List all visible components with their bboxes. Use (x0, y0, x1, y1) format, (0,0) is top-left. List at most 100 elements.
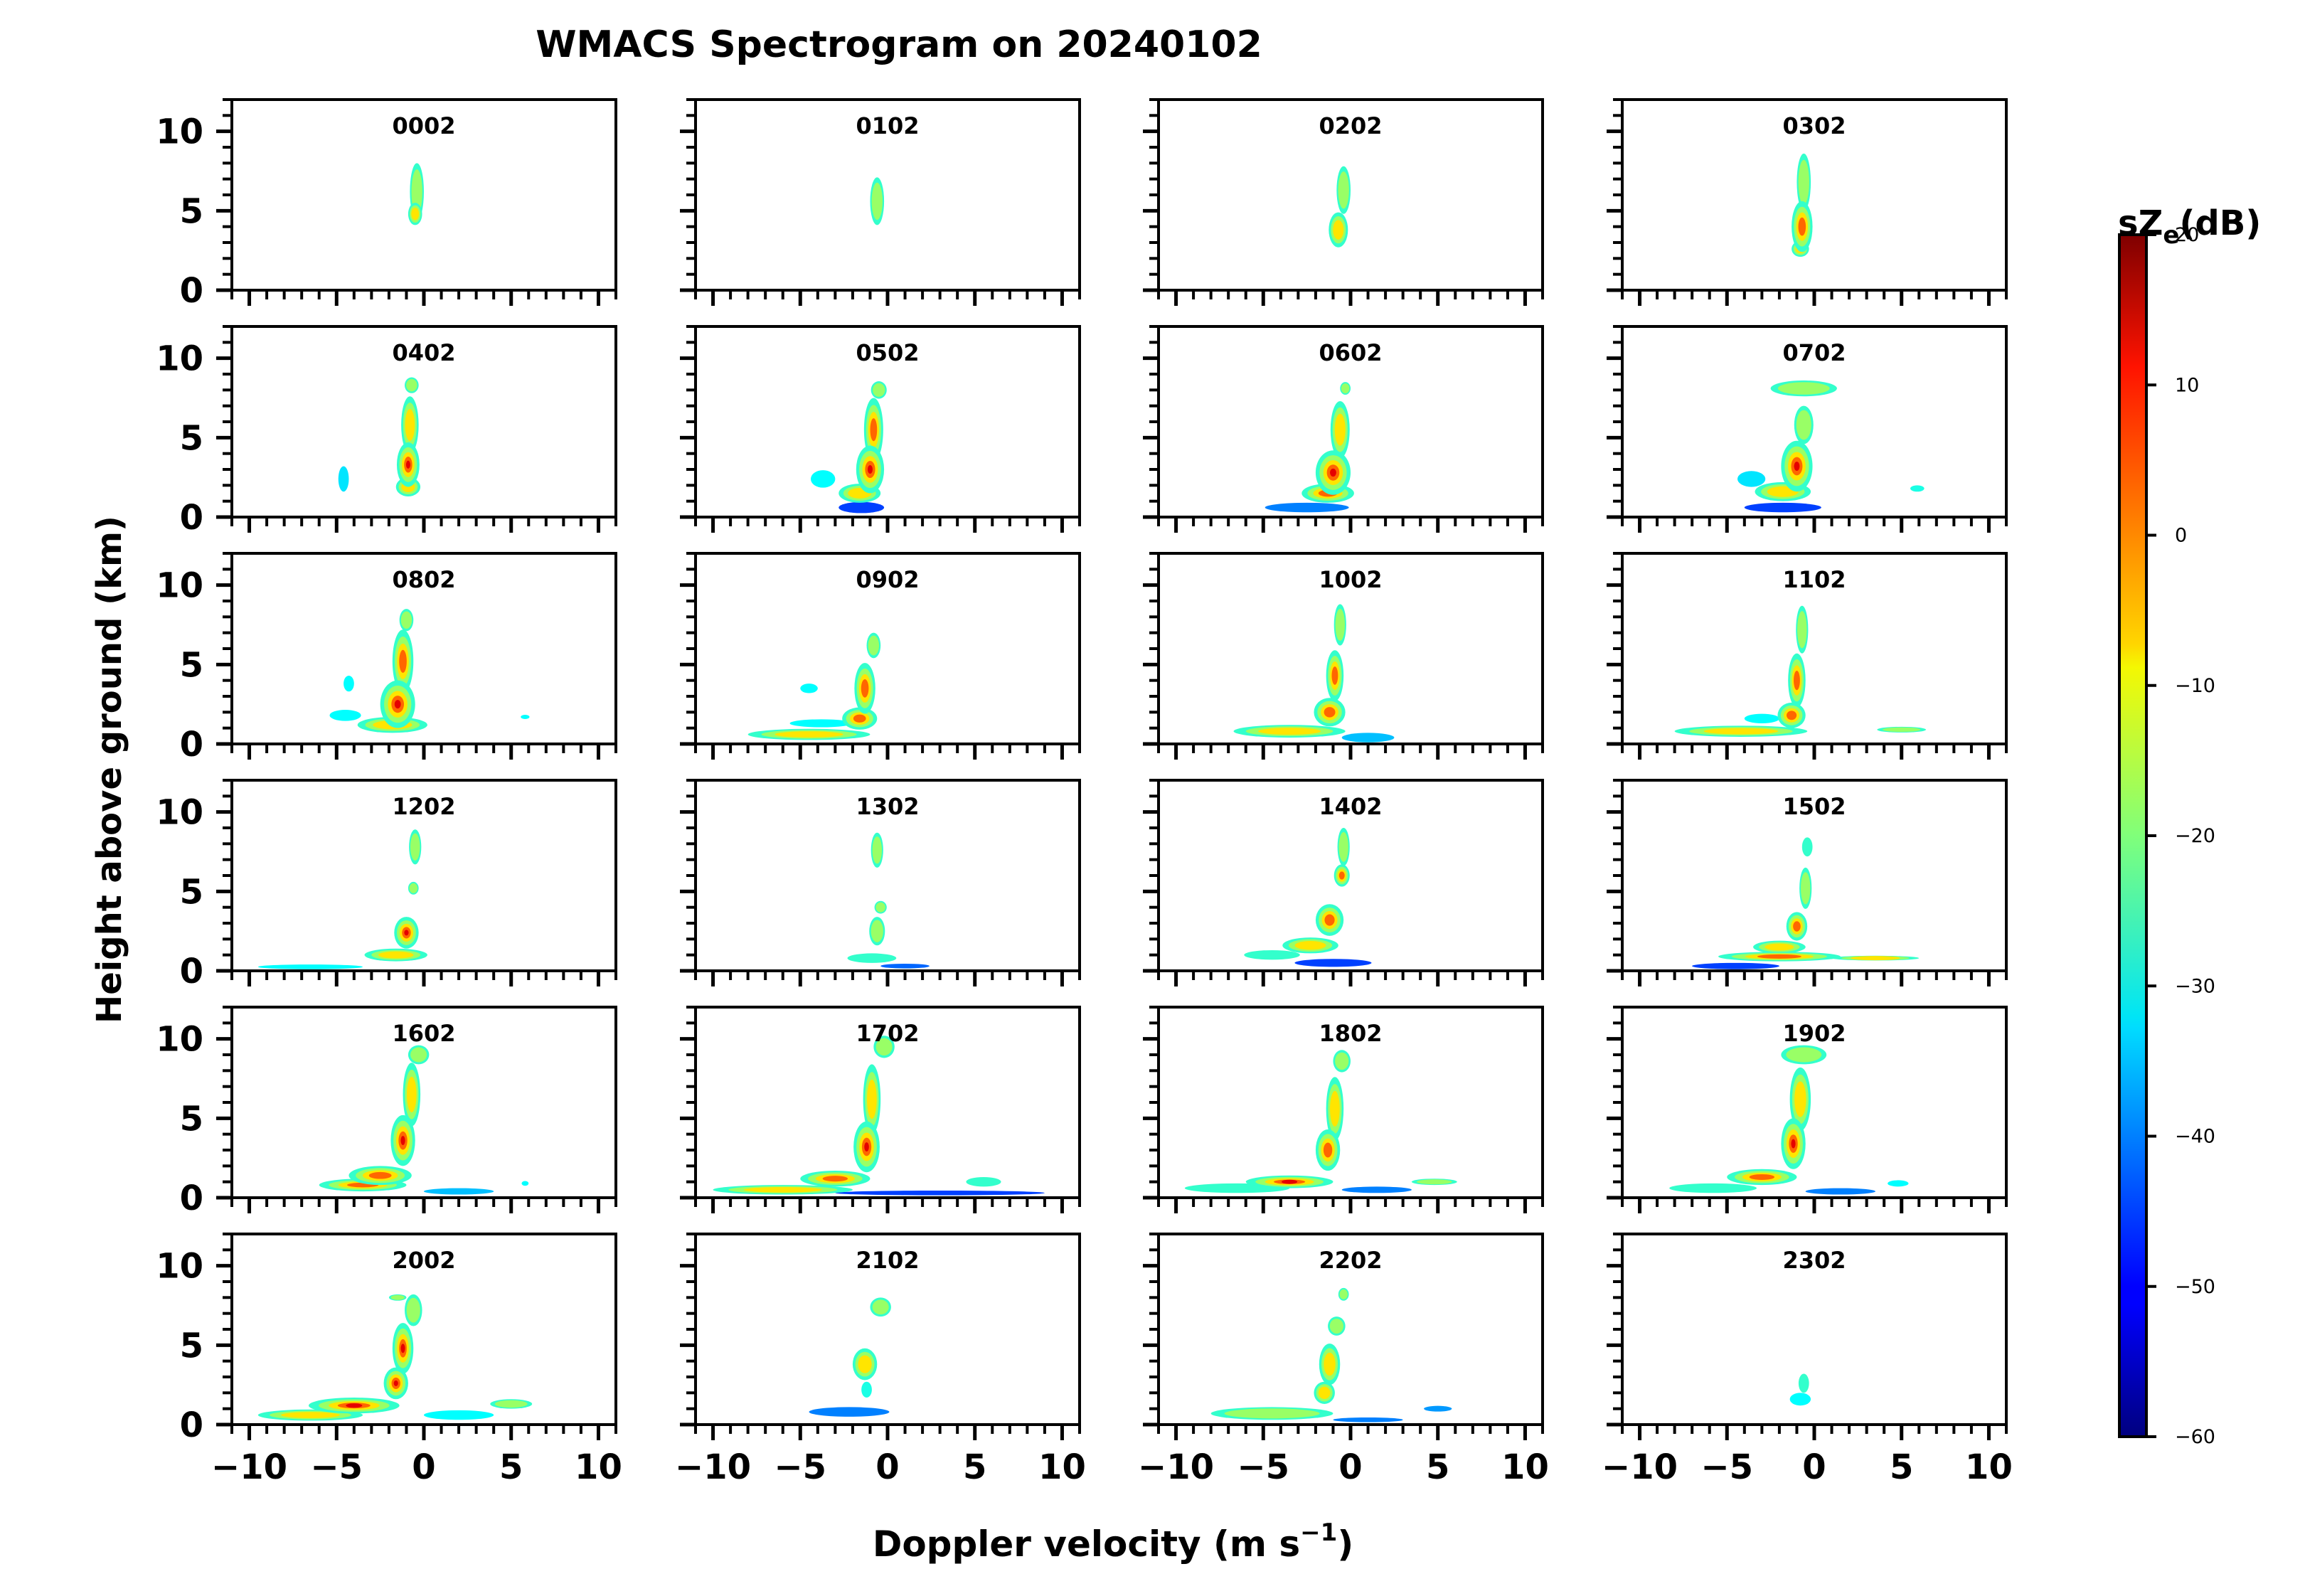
spectrogram-cell (872, 836, 882, 864)
spectrogram-data (1265, 382, 1354, 513)
spectrogram-cell (1333, 1417, 1403, 1422)
panel-label: 0302 (1782, 112, 1846, 139)
y-tick-label: 0 (180, 1405, 203, 1445)
spectrogram-data (870, 177, 885, 225)
panel-0202: 0202 (1143, 98, 1544, 306)
spectrogram-cell (400, 1136, 405, 1146)
panel-label: 1702 (856, 1020, 919, 1047)
spectrogram-cell (409, 883, 418, 893)
y-tick-label: 5 (180, 1099, 203, 1139)
spectrogram-cell (1416, 1179, 1452, 1185)
spectrogram-cell (1882, 727, 1921, 733)
spectrogram-cell (1749, 1174, 1775, 1180)
spectrogram-cell (966, 1176, 1001, 1187)
x-tick-label: 5 (1890, 1447, 1913, 1487)
spectrogram-cell (847, 953, 897, 963)
panel-label: 0202 (1319, 112, 1382, 139)
spectrogram-cell (1339, 1289, 1348, 1299)
spectrogram-data (809, 1297, 891, 1417)
panel-grid: 0002 0 5 10 0102 0202 0302 0402 0 5 10 0502 0602 0702… (156, 98, 2013, 1487)
spectrogram-data (747, 632, 881, 740)
spectrogram-cell (875, 1038, 893, 1056)
y-tick-label: 5 (180, 191, 203, 231)
spectrogram-data (713, 1036, 1045, 1196)
spectrogram-cell (871, 920, 883, 942)
y-tick-label: 0 (180, 725, 203, 765)
panel-label: 0902 (856, 566, 919, 593)
spectrogram-cell (871, 182, 883, 220)
spectrogram-cell (368, 1171, 392, 1179)
spectrogram-cell (1265, 502, 1349, 513)
spectrogram-cell (281, 1412, 340, 1418)
spectrogram-cell (1805, 1188, 1875, 1195)
spectrogram-data (1233, 604, 1395, 743)
spectrogram-data (1184, 1050, 1457, 1193)
spectrogram-cell (1323, 1142, 1333, 1158)
x-tick-label: 5 (1426, 1447, 1449, 1487)
spectrogram-cell (1330, 468, 1336, 477)
spectrogram-cell (1791, 1139, 1796, 1149)
spectrogram-cell (1888, 1180, 1909, 1187)
panel-1402: 1402 (1143, 779, 1544, 986)
panel-label: 2302 (1782, 1247, 1846, 1274)
y-tick-label: 10 (156, 566, 203, 606)
spectrogram-cell (839, 501, 885, 514)
x-tick-label: 0 (1802, 1447, 1826, 1487)
spectrogram-cell (1258, 728, 1321, 735)
spectrogram-cell (1341, 733, 1395, 743)
x-tick-label: −5 (310, 1447, 363, 1487)
spectrogram-cell (789, 719, 853, 728)
spectrogram-cell (1798, 217, 1806, 236)
spectrogram-cell (880, 963, 930, 969)
spectrogram-cell (1703, 728, 1779, 735)
panel-0802: 0802 0 5 10 (156, 552, 617, 765)
spectrogram-cell (1796, 410, 1811, 440)
colorbar-tick-label: 20 (2175, 224, 2199, 246)
y-tick-label: 10 (156, 1020, 203, 1060)
panel-label: 1102 (1782, 566, 1846, 593)
spectrogram-data (1669, 1045, 1909, 1195)
x-tick-label: −5 (774, 1447, 826, 1487)
spectrogram-cell (257, 964, 363, 969)
spectrogram-cell (1294, 941, 1326, 950)
spectrogram-data (1210, 1287, 1452, 1422)
spectrogram-cell (521, 1181, 529, 1186)
spectrogram-cell (394, 700, 401, 709)
panel-2302: 2302 −10 −5 0 5 10 (1602, 1233, 2013, 1487)
spectrogram-cell (1424, 1405, 1452, 1412)
spectrogram-cell (1224, 1408, 1320, 1419)
x-tick-label: 0 (412, 1447, 435, 1487)
spectrogram-cell (400, 611, 412, 629)
spectrogram-cell (406, 1076, 417, 1112)
spectrogram-cell (1764, 943, 1794, 951)
spectrogram-cell (1789, 1393, 1811, 1406)
colorbar-tick-label: −30 (2175, 975, 2215, 997)
colorbar: 20 10 0 −10 −20 −30 −40 −50 −60 sZe(dB) (2118, 203, 2261, 1448)
spectrogram-cell (774, 731, 843, 738)
x-axis-label-end: ) (1337, 1523, 1353, 1565)
spectrogram-cell (1324, 1352, 1336, 1376)
colorbar-tick-label: 0 (2175, 525, 2187, 547)
spectrogram-cell (1338, 831, 1348, 862)
chart-title: WMACS Spectrogram on 20240102 (536, 23, 1262, 66)
spectrogram-cell (1244, 949, 1300, 960)
y-tick-label: 5 (180, 872, 203, 912)
panel-label: 0102 (856, 112, 919, 139)
colorbar-tick-label: −50 (2175, 1276, 2215, 1298)
spectrogram-cell (868, 635, 880, 656)
spectrogram-cell (1794, 1081, 1806, 1117)
panel-label: 1202 (392, 793, 455, 820)
x-tick-label: 0 (1338, 1447, 1362, 1487)
spectrogram-cell (411, 169, 422, 214)
spectrogram-cell (1338, 871, 1345, 880)
spectrogram-cell (1324, 914, 1335, 926)
spectrogram-data (811, 381, 887, 514)
y-tick-label: 10 (156, 1247, 203, 1287)
spectrogram-cell (405, 408, 415, 441)
panel-label: 1802 (1319, 1020, 1382, 1047)
panel-0502: 0502 (680, 325, 1081, 533)
spectrogram-cell (861, 1381, 872, 1398)
spectrogram-cell (411, 208, 420, 220)
x-tick-label: 0 (875, 1447, 899, 1487)
